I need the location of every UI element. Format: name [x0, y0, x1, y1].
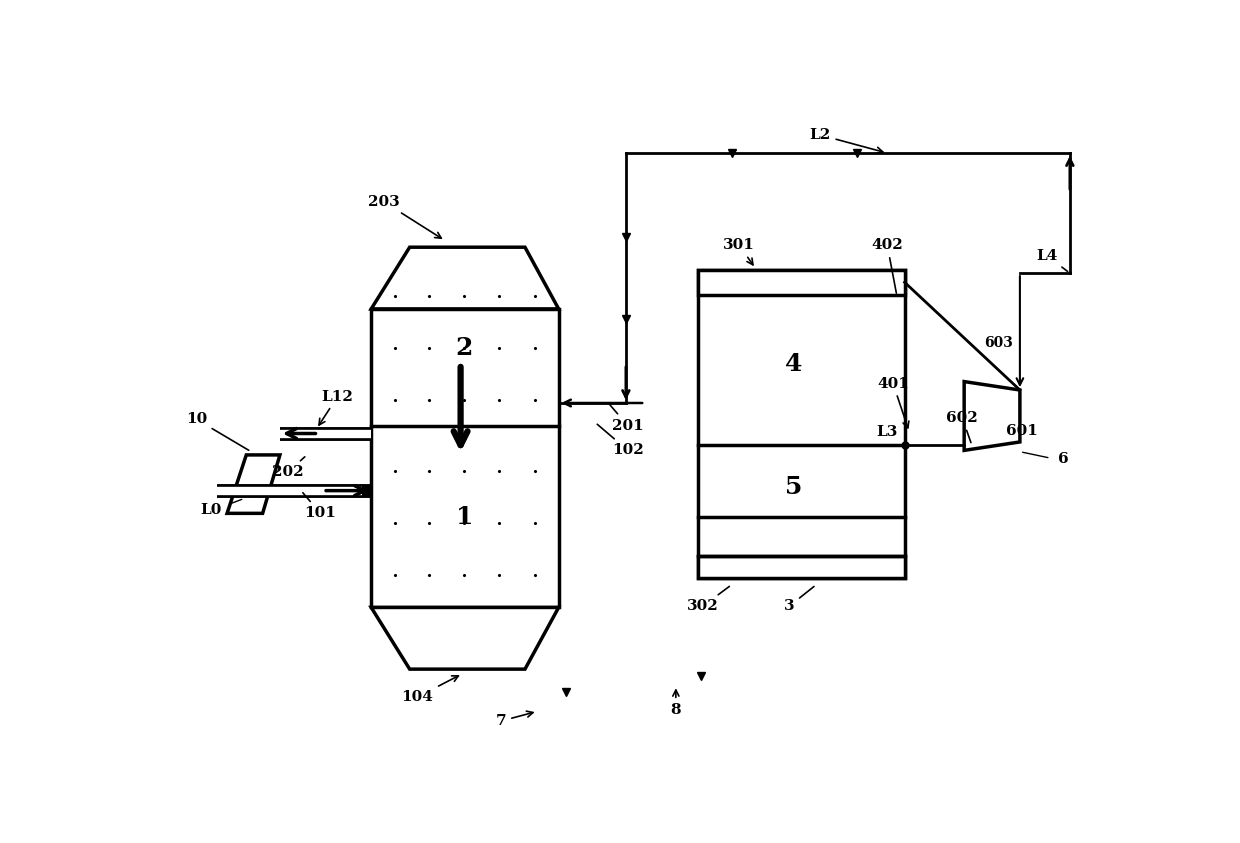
- Text: L12: L12: [319, 389, 353, 425]
- Bar: [698, 556, 904, 578]
- Polygon shape: [965, 382, 1019, 450]
- Text: 5: 5: [785, 475, 802, 499]
- Text: 101: 101: [303, 493, 336, 520]
- Text: L0: L0: [200, 503, 222, 517]
- Text: 402: 402: [872, 239, 903, 293]
- Text: 10: 10: [186, 412, 249, 450]
- Text: 203: 203: [368, 195, 441, 239]
- Text: 301: 301: [723, 239, 755, 265]
- Text: L3: L3: [877, 425, 898, 439]
- Polygon shape: [227, 455, 280, 513]
- Text: L2: L2: [810, 128, 883, 153]
- Polygon shape: [371, 608, 558, 669]
- Text: 201: 201: [609, 403, 644, 432]
- Text: 401: 401: [877, 377, 909, 427]
- Bar: [698, 270, 904, 578]
- Bar: [371, 309, 559, 608]
- Text: 302: 302: [687, 587, 729, 613]
- Text: 601: 601: [1006, 424, 1038, 444]
- Text: 2: 2: [456, 336, 474, 360]
- Text: L4: L4: [1037, 249, 1068, 271]
- Text: 602: 602: [946, 411, 978, 443]
- Text: 202: 202: [272, 457, 305, 480]
- Text: 102: 102: [598, 424, 644, 458]
- Polygon shape: [371, 247, 558, 309]
- Bar: [698, 270, 904, 294]
- Text: 6: 6: [1058, 453, 1069, 466]
- Text: 8: 8: [671, 690, 681, 717]
- Text: 4: 4: [785, 352, 802, 376]
- Text: 1: 1: [456, 505, 474, 529]
- Text: 603: 603: [985, 336, 1013, 350]
- Text: 3: 3: [784, 587, 813, 613]
- Text: 104: 104: [402, 676, 459, 704]
- Text: 7: 7: [496, 711, 533, 728]
